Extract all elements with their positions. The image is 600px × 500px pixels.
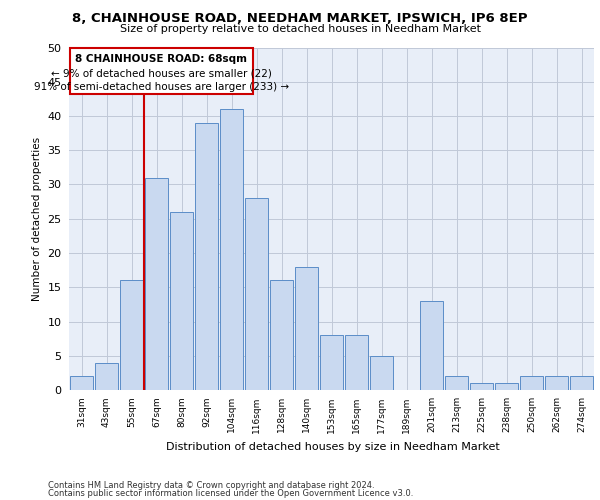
Bar [520, 376, 544, 390]
Bar [194, 123, 218, 390]
Text: 8, CHAINHOUSE ROAD, NEEDHAM MARKET, IPSWICH, IP6 8EP: 8, CHAINHOUSE ROAD, NEEDHAM MARKET, IPSW… [72, 12, 528, 26]
Bar [419, 301, 443, 390]
Text: Contains public sector information licensed under the Open Government Licence v3: Contains public sector information licen… [48, 488, 413, 498]
Bar [170, 212, 193, 390]
FancyBboxPatch shape [70, 48, 253, 94]
Text: Contains HM Land Registry data © Crown copyright and database right 2024.: Contains HM Land Registry data © Crown c… [48, 481, 374, 490]
Text: 91% of semi-detached houses are larger (233) →: 91% of semi-detached houses are larger (… [34, 82, 289, 92]
Bar [295, 266, 319, 390]
Bar [445, 376, 469, 390]
Text: 8 CHAINHOUSE ROAD: 68sqm: 8 CHAINHOUSE ROAD: 68sqm [75, 54, 247, 64]
Bar [494, 383, 518, 390]
Bar [95, 362, 118, 390]
Text: ← 9% of detached houses are smaller (22): ← 9% of detached houses are smaller (22) [50, 68, 272, 78]
Bar [470, 383, 493, 390]
Bar [245, 198, 268, 390]
Bar [344, 335, 368, 390]
Bar [70, 376, 94, 390]
Text: Distribution of detached houses by size in Needham Market: Distribution of detached houses by size … [166, 442, 500, 452]
Bar [220, 109, 244, 390]
Text: Size of property relative to detached houses in Needham Market: Size of property relative to detached ho… [119, 24, 481, 34]
Bar [545, 376, 568, 390]
Bar [569, 376, 593, 390]
Bar [370, 356, 394, 390]
Y-axis label: Number of detached properties: Number of detached properties [32, 136, 41, 301]
Bar [119, 280, 143, 390]
Bar [269, 280, 293, 390]
Bar [320, 335, 343, 390]
Bar [145, 178, 169, 390]
